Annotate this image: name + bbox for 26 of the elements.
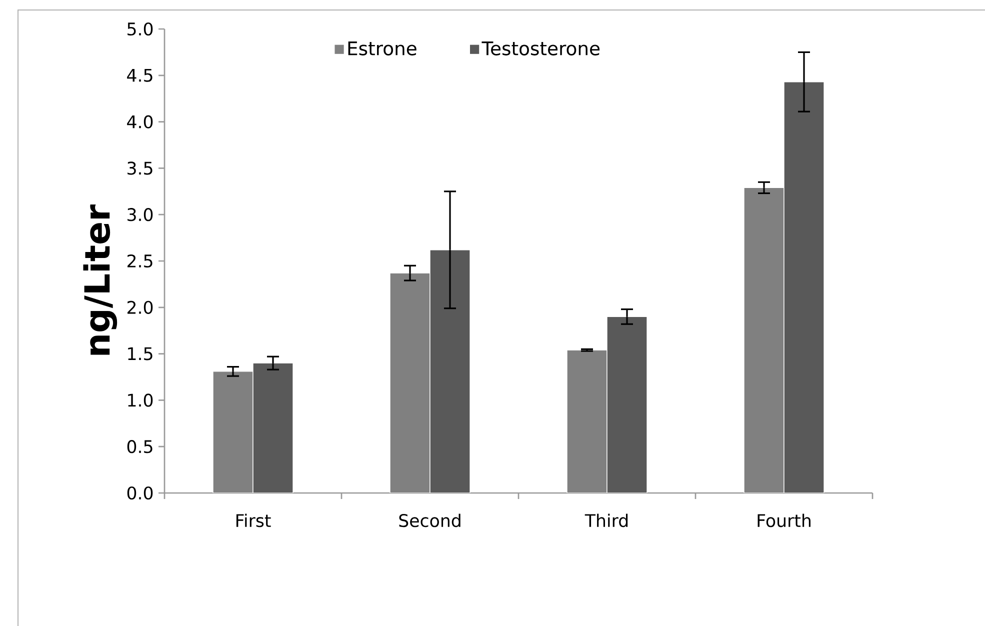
x-tick-label: Third	[584, 514, 628, 528]
y-tick-label: 3.5	[128, 162, 152, 175]
bar	[606, 316, 648, 493]
x-tick-label: Fourth	[758, 514, 810, 528]
bar	[430, 250, 470, 493]
y-tick-label: 0.0	[127, 486, 153, 500]
y-tick-label: 0.5	[127, 440, 152, 454]
y-tick-label: 5.0	[128, 22, 153, 36]
y-tick-label: 4.5	[127, 68, 152, 82]
x-tick-label: First	[236, 514, 271, 528]
y-tick-label: 1.0	[128, 394, 153, 407]
y-tick-label: 2.5	[128, 254, 152, 268]
bar	[252, 362, 294, 493]
legend-label: Estrone	[348, 42, 416, 56]
y-tick-label: 4.0	[127, 115, 153, 128]
y-tick-label: 1.5	[128, 347, 152, 360]
bar	[784, 82, 824, 493]
y-tick-label: 3.0	[128, 208, 153, 222]
y-tick-label: 2.0	[128, 300, 153, 314]
legend-label: Testosterone	[482, 42, 600, 56]
bar	[390, 272, 430, 493]
bar	[744, 187, 784, 493]
x-tick-label: Second	[399, 514, 460, 528]
y-axis-title: ng/Liter	[83, 204, 118, 355]
bar	[212, 371, 254, 493]
bar	[566, 350, 608, 493]
